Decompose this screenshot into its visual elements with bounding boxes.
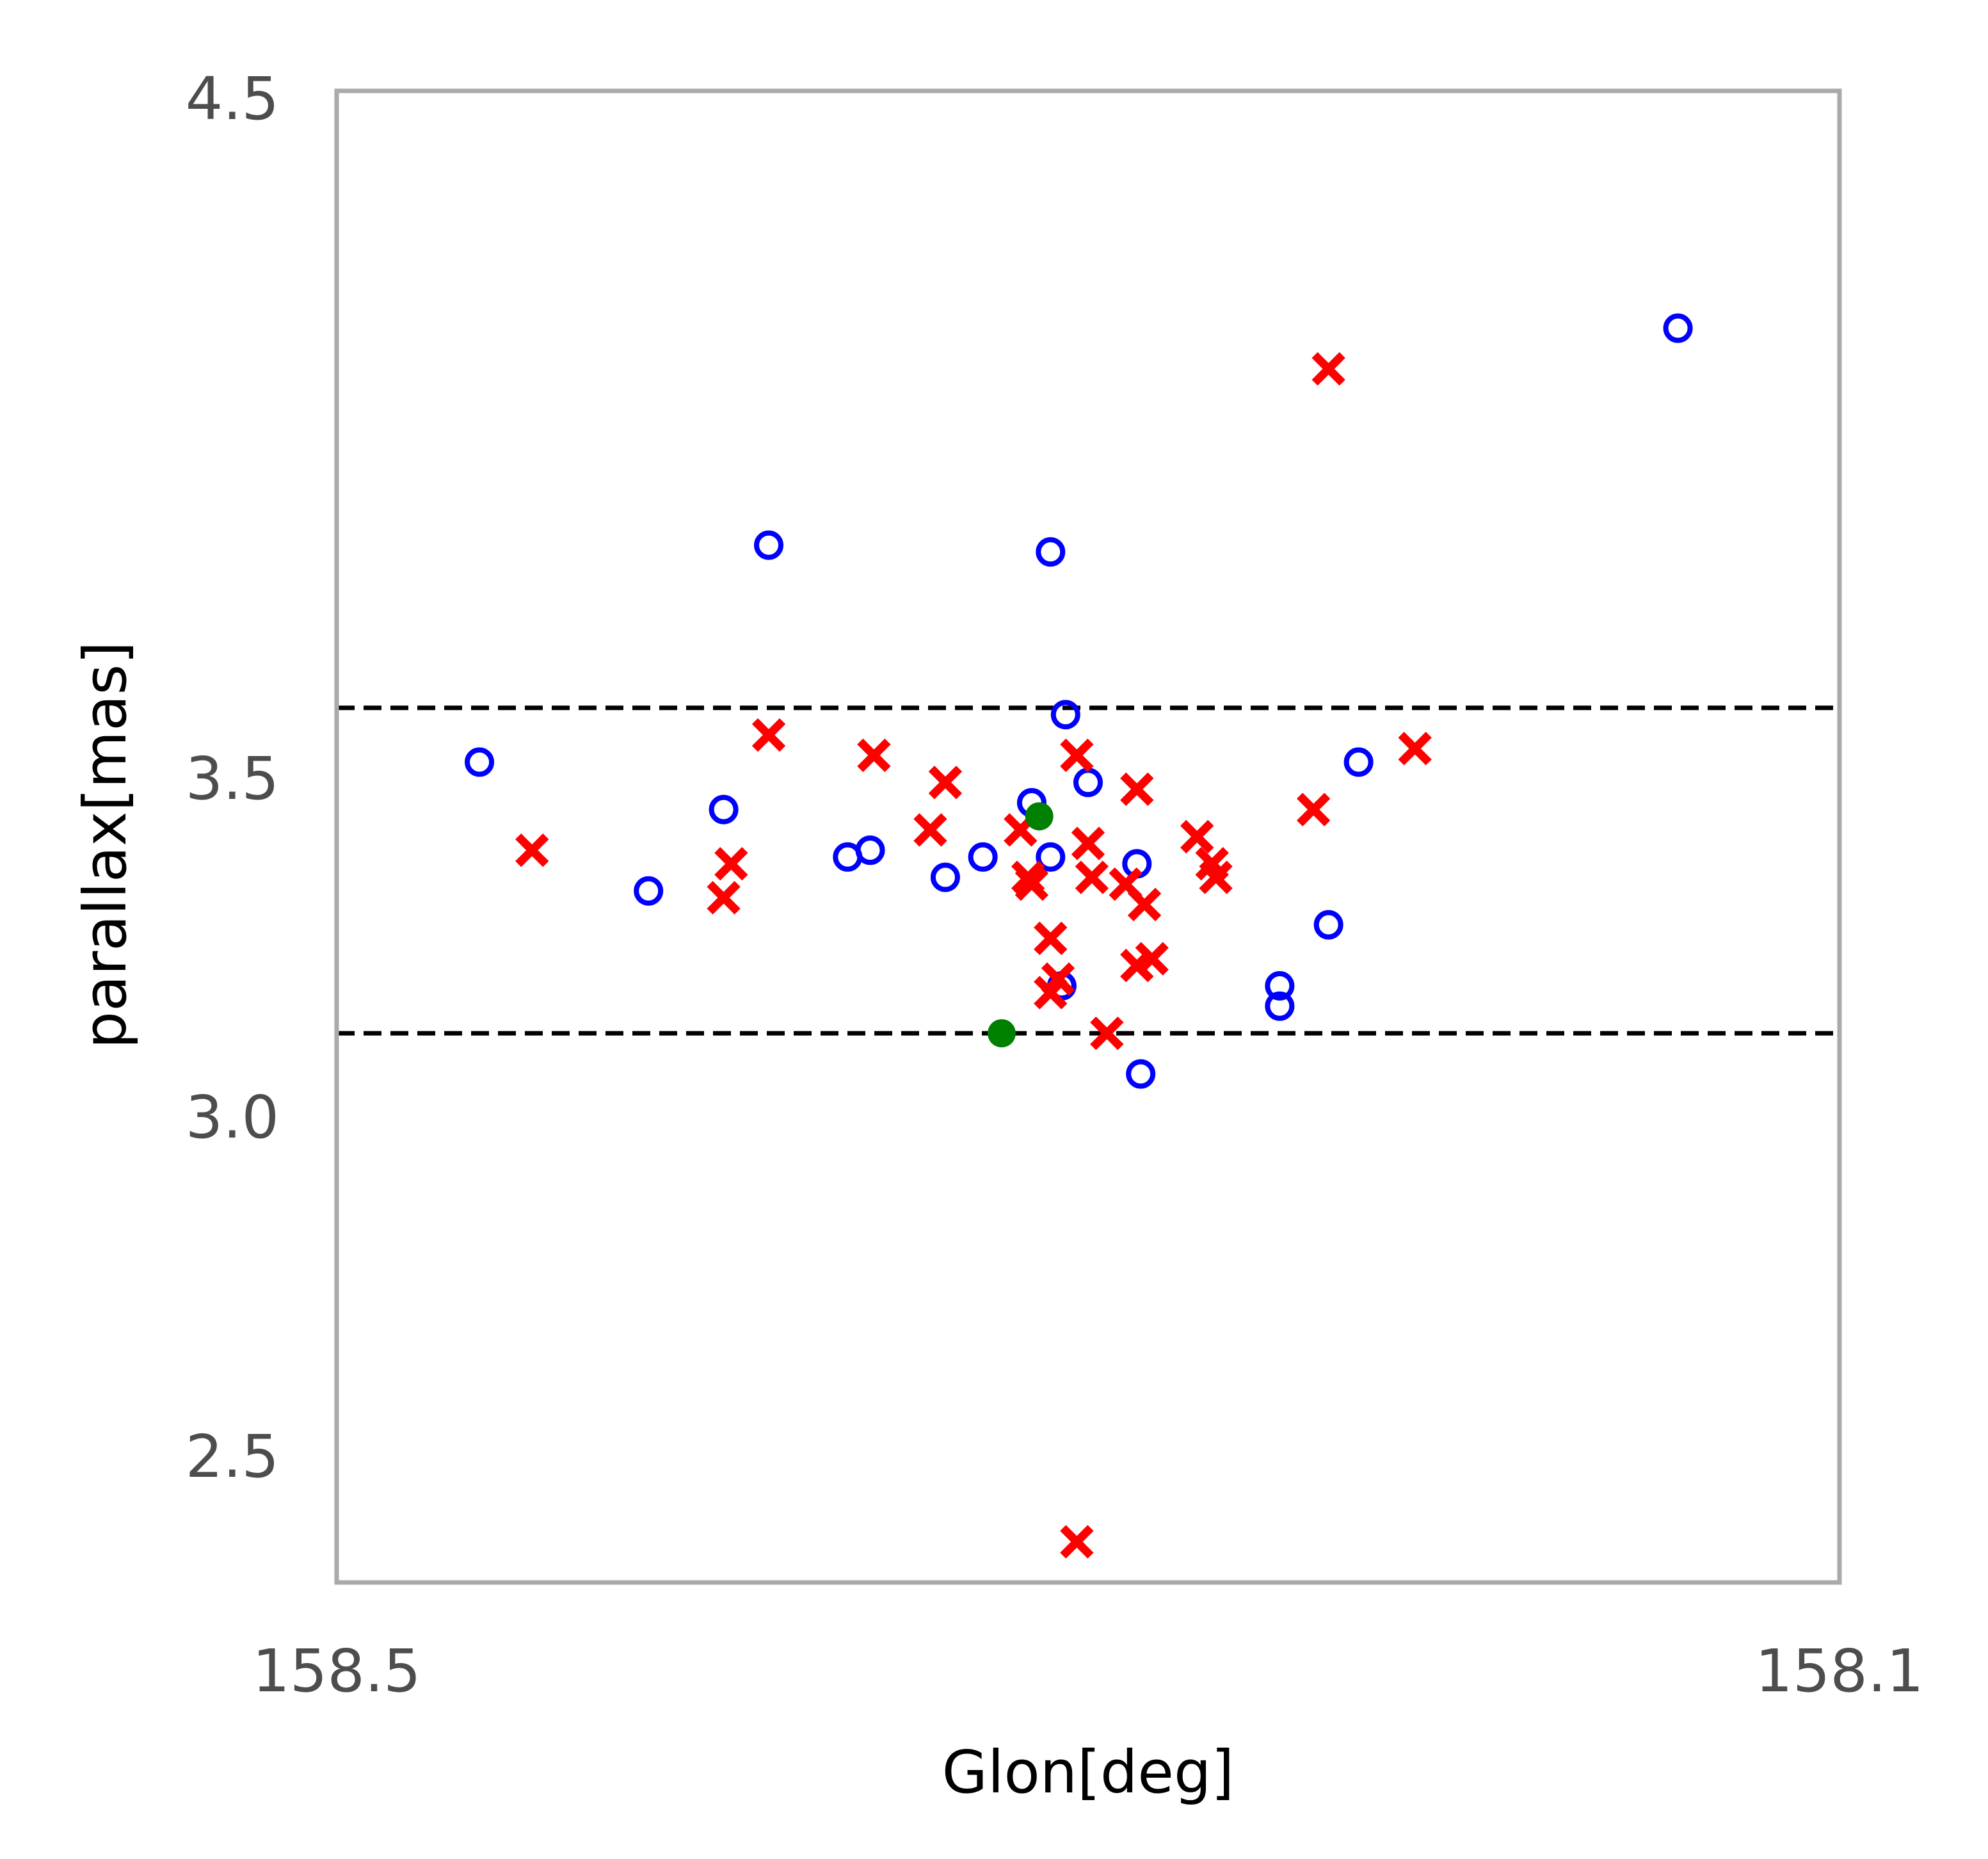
x-marker-point (1060, 1525, 1094, 1559)
x-marker-point (1090, 1016, 1124, 1050)
open-circle-point (855, 835, 885, 865)
x-axis-label: Glon[deg] (942, 1738, 1235, 1807)
filled-circle-point (1025, 802, 1054, 831)
x-marker-point (1180, 819, 1214, 854)
x-marker-point (1034, 921, 1068, 956)
x-marker-point (1120, 772, 1154, 807)
open-circle-point (968, 842, 998, 872)
x-tick-label: 158.5 (252, 1637, 421, 1705)
x-marker-point (913, 813, 947, 847)
y-tick-label: 2.5 (186, 1422, 279, 1491)
open-circle-point (1036, 842, 1066, 872)
open-circle-point (1265, 991, 1295, 1021)
open-circle-point (465, 747, 495, 777)
x-marker-point (751, 718, 786, 752)
open-circle-point (1313, 910, 1343, 940)
open-circle-point (930, 862, 960, 892)
y-tick-label: 4.5 (186, 65, 279, 133)
x-marker-point (1398, 732, 1432, 766)
x-marker-point (1060, 738, 1094, 773)
x-marker-point (707, 881, 741, 915)
x-marker-point (1120, 949, 1154, 983)
open-circle-point (709, 794, 739, 825)
x-marker-point (515, 833, 549, 867)
x-marker-point (714, 847, 748, 881)
x-marker-point (1199, 860, 1233, 894)
reference-lines (337, 705, 1840, 1036)
x-marker-point (1127, 887, 1162, 922)
y-axis-label: parallax[mas] (71, 641, 140, 1049)
open-circle-point (1050, 700, 1080, 730)
x-marker-point (857, 738, 891, 773)
plot-background (337, 91, 1840, 1582)
x-marker-point (1075, 860, 1109, 894)
x-marker-point (928, 766, 963, 800)
filled-circle-point (987, 1019, 1016, 1048)
x-marker-point (1041, 962, 1075, 996)
plot-frame (334, 88, 1842, 1585)
open-circle-point (634, 876, 664, 906)
x-marker-point (1311, 352, 1345, 386)
x-marker-point (1034, 976, 1068, 1010)
open-circle-point (1126, 1059, 1156, 1089)
x-marker-point (1297, 793, 1331, 826)
x-marker-point (1135, 942, 1169, 976)
open-circle-point (1343, 747, 1374, 777)
x-marker-point (1014, 867, 1049, 901)
x-marker-point (1071, 826, 1105, 860)
y-tick-label: 3.0 (186, 1083, 279, 1152)
open-circle-point (1663, 313, 1693, 343)
y-tick-label: 3.5 (186, 744, 279, 813)
data-points (465, 313, 1693, 1559)
x-tick-label: 158.1 (1755, 1637, 1923, 1705)
open-circle-point (1265, 971, 1295, 1001)
open-circle-point (1036, 537, 1066, 567)
open-circle-point (754, 530, 784, 560)
